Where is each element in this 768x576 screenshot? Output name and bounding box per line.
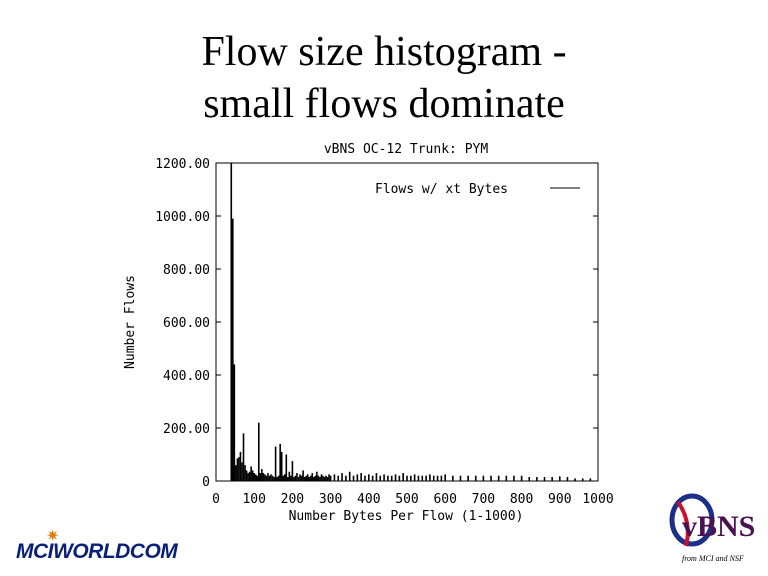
plot-frame (215, 162, 599, 482)
slide-title-line-1: Flow size histogram - (201, 29, 567, 75)
x-tick-label: 500 (395, 492, 418, 507)
y-axis-label: Number Flows (123, 275, 138, 369)
mci-worldcom-wordmark: MCIWORLDCOM (16, 540, 178, 563)
slide-title: Flow size histogram - small flows domina… (0, 26, 768, 130)
y-tick-label: 1200.00 (155, 157, 210, 172)
x-tick-label: 100 (242, 492, 265, 507)
x-axis-label: Number Bytes Per Flow (1-1000) (289, 509, 524, 524)
vbns-logo: vBNS from MCI and NSF (664, 492, 756, 570)
x-tick-label: 0 (212, 492, 220, 507)
vbns-globe-icon: vBNS (669, 493, 755, 547)
vbns-tagline: from MCI and NSF (682, 554, 744, 563)
x-tick-label: 200 (281, 492, 304, 507)
x-tick-label: 900 (548, 492, 571, 507)
y-axis-ticks: 0 200.00 400.00 600.00 800.00 1000.00 1200.00 (155, 157, 598, 490)
x-tick-label: 300 (319, 492, 342, 507)
y-tick-label: 200.00 (163, 422, 210, 437)
legend-label: Flows w/ xt Bytes (375, 182, 508, 197)
flow-size-histogram: vBNS OC-12 Trunk: PYM 0 200.00 400.00 600.0… (123, 142, 614, 524)
y-tick-label: 600.00 (163, 316, 210, 331)
x-tick-label: 800 (510, 492, 533, 507)
x-tick-label: 600 (433, 492, 456, 507)
mci-worldcom-logo: ✷ MCIWORLDCOM (16, 524, 206, 564)
y-tick-label: 0 (202, 475, 210, 490)
histogram-bars (230, 163, 592, 481)
x-tick-label: 1000 (582, 492, 613, 507)
y-tick-label: 400.00 (163, 369, 210, 384)
chart-title: vBNS OC-12 Trunk: PYM (324, 142, 489, 157)
x-tick-label: 400 (357, 492, 380, 507)
y-tick-label: 800.00 (163, 263, 210, 278)
x-axis-ticks: 0 100 200 300 400 500 600 700 800 900 1000 (212, 476, 614, 507)
x-tick-label: 700 (472, 492, 495, 507)
slide-title-line-2: small flows dominate (203, 81, 565, 127)
y-tick-label: 1000.00 (155, 210, 210, 225)
mci-star-icon: ✷ (46, 526, 60, 545)
vbns-wordmark: vBNS (682, 510, 755, 543)
